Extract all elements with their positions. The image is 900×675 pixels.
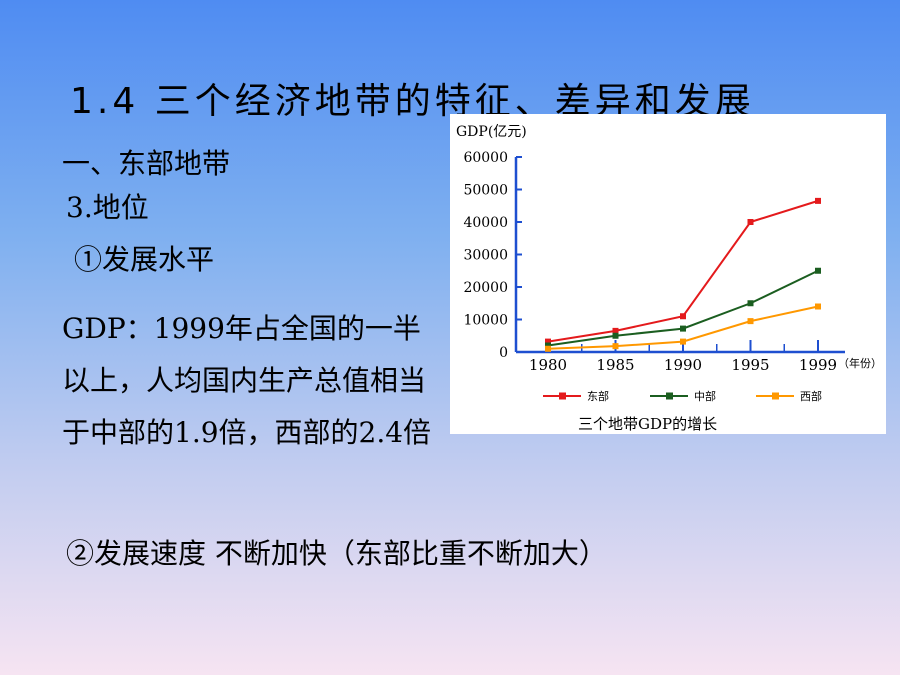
- data-point: [680, 313, 686, 320]
- x-tick-label: 1990: [664, 356, 702, 374]
- legend-label: 东部: [587, 389, 609, 403]
- y-tick-label: 20000: [463, 280, 508, 296]
- y-tick-label: 30000: [463, 248, 508, 264]
- legend-label: 中部: [694, 389, 716, 403]
- series-line-0: [547, 199, 819, 343]
- y-tick-label: 40000: [463, 215, 508, 231]
- x-tick-label: 1980: [529, 356, 567, 374]
- x-tick-label: 1999: [799, 356, 837, 374]
- data-point: [815, 267, 821, 274]
- legend-swatch-marker: [666, 392, 673, 400]
- legend-swatch-marker: [772, 392, 779, 400]
- gdp-paragraph: GDP：1999年占全国的一半以上，人均国内生产总值相当于中部的1.9倍，西部的…: [62, 312, 432, 449]
- y-tick-label: 50000: [463, 183, 508, 199]
- data-point: [747, 318, 754, 325]
- x-tick-label: 1995: [731, 356, 769, 374]
- data-point: [680, 325, 686, 332]
- gdp-line-chart: GDP(亿元) 0100002000030000400005000060000 …: [456, 124, 882, 433]
- legend-swatch-marker: [559, 392, 566, 400]
- x-tick-label: 1985: [596, 356, 634, 374]
- data-point: [680, 338, 686, 345]
- point-development-level: ①发展水平: [74, 243, 215, 276]
- chart-title: 三个地带GDP的增长: [578, 415, 717, 433]
- subsection-heading: 3.地位: [66, 191, 149, 224]
- y-axis-label: GDP(亿元): [456, 124, 527, 140]
- data-point: [747, 300, 754, 307]
- data-point: [612, 327, 619, 334]
- data-point: [815, 197, 821, 204]
- data-point: [612, 332, 619, 339]
- y-tick-label: 0: [499, 345, 508, 361]
- legend-label: 西部: [800, 389, 822, 403]
- data-point: [612, 343, 619, 350]
- data-point: [747, 219, 754, 225]
- data-point: [545, 338, 551, 345]
- data-point: [545, 345, 551, 352]
- section-heading: 一、东部地带: [62, 147, 231, 180]
- x-axis-label: （年份）: [838, 356, 882, 370]
- gdp-chart: GDP(亿元) 0 10000 20000 30000 40000 50000 60000 …: [450, 114, 886, 434]
- y-tick-label: 60000: [463, 150, 508, 166]
- y-tick-label: 10000: [463, 313, 508, 329]
- data-point: [545, 342, 551, 349]
- point-development-speed: ②发展速度 不断加快（东部比重不断加大）: [66, 537, 607, 570]
- data-point: [815, 303, 821, 310]
